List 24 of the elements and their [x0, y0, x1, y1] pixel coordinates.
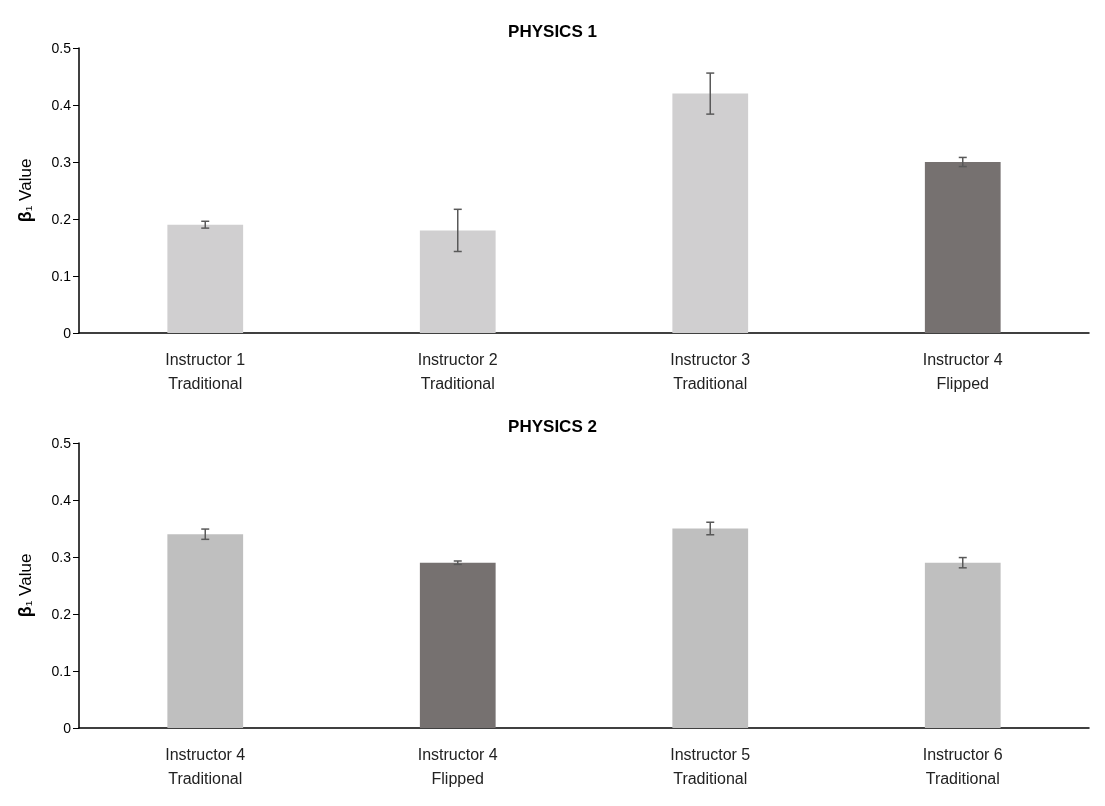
- x-tick-label: Instructor 4 Flipped: [417, 745, 498, 787]
- y-tick-label: 0: [63, 720, 72, 736]
- y-tick-label: 0.2: [51, 211, 72, 227]
- y-tick-label: 0.3: [51, 549, 72, 565]
- y-axis-title: β₁ Value: [15, 553, 35, 618]
- chart-title: PHYSICS 1: [508, 22, 597, 41]
- x-tick-label: Instructor 4 Traditional: [165, 745, 246, 787]
- y-tick-label: 0.3: [51, 154, 72, 170]
- x-tick-label: Instructor 5 Traditional: [670, 745, 751, 787]
- y-tick-label: 0.4: [51, 97, 72, 113]
- y-axis-title: β₁ Value: [15, 158, 35, 223]
- y-tick-label: 0.1: [51, 663, 72, 679]
- x-tick-label: Instructor 2 Traditional: [417, 350, 498, 392]
- x-tick-label: Instructor 1 Traditional: [165, 350, 246, 392]
- y-tick-label: 0.1: [51, 268, 72, 284]
- y-tick-label: 0.4: [51, 492, 72, 508]
- x-tick-label: Instructor 6 Traditional: [922, 745, 1003, 787]
- y-tick-label: 0.2: [51, 606, 72, 622]
- chart-title: PHYSICS 2: [508, 417, 597, 436]
- y-tick-label: 0: [63, 325, 72, 341]
- x-tick-label: Instructor 3 Traditional: [670, 350, 751, 392]
- y-tick-label: 0.5: [51, 435, 72, 451]
- y-tick-label: 0.5: [51, 40, 72, 56]
- x-tick-label: Instructor 4 Flipped: [922, 350, 1003, 392]
